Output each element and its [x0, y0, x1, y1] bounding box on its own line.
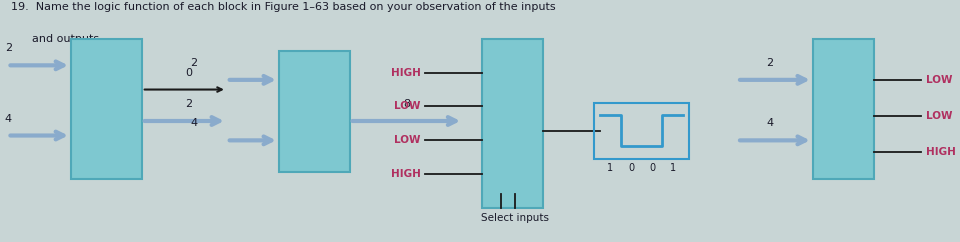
Text: LOW: LOW — [926, 75, 952, 85]
Bar — [594, 103, 689, 159]
Text: 1: 1 — [670, 163, 676, 173]
Text: 2: 2 — [190, 58, 198, 68]
Bar — [71, 39, 142, 179]
Text: 0: 0 — [185, 68, 193, 78]
Text: HIGH: HIGH — [391, 169, 420, 179]
Text: 8: 8 — [403, 99, 410, 109]
Text: 2: 2 — [185, 99, 193, 109]
Text: 0: 0 — [649, 163, 655, 173]
Text: HIGH: HIGH — [391, 68, 420, 78]
Text: 1: 1 — [608, 163, 613, 173]
Bar — [482, 39, 543, 208]
Text: LOW: LOW — [394, 135, 420, 145]
Text: 4: 4 — [5, 113, 12, 124]
Text: 4: 4 — [190, 118, 198, 129]
Text: 2: 2 — [5, 43, 12, 53]
Text: LOW: LOW — [394, 101, 420, 112]
Bar — [813, 39, 875, 179]
Text: 4: 4 — [767, 118, 774, 129]
Text: Select inputs: Select inputs — [481, 213, 549, 223]
Text: LOW: LOW — [926, 111, 952, 121]
Text: 0: 0 — [628, 163, 635, 173]
Text: HIGH: HIGH — [926, 147, 956, 158]
Bar — [278, 51, 349, 172]
Text: 2: 2 — [767, 58, 774, 68]
Text: and outputs.: and outputs. — [12, 34, 103, 44]
Text: 19.  Name the logic function of each block in Figure 1–63 based on your observat: 19. Name the logic function of each bloc… — [12, 2, 556, 12]
